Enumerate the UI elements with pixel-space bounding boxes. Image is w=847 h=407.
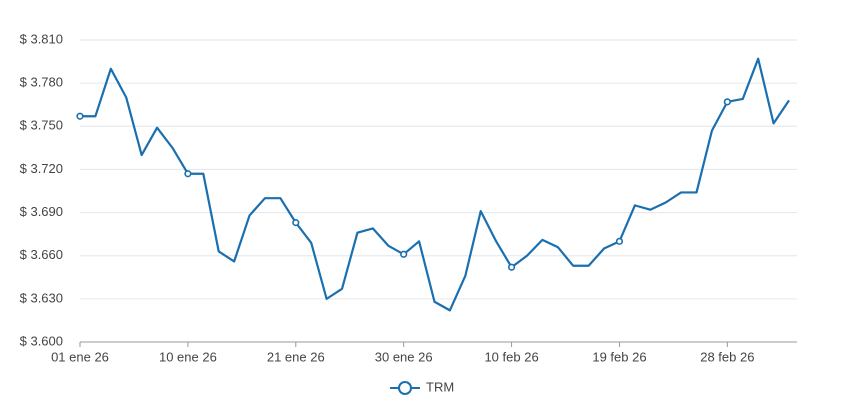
point-marker — [723, 98, 731, 106]
point-marker — [292, 219, 300, 227]
point-marker — [615, 237, 624, 245]
y-tick-label: $ 3.690 — [20, 204, 63, 219]
x-tick-label: 01 ene 26 — [51, 349, 109, 364]
y-tick-label: $ 3.630 — [20, 290, 63, 305]
series-line — [80, 57, 790, 312]
y-tick-label: $ 3.660 — [20, 247, 63, 262]
y-tick-label: $ 3.600 — [20, 333, 63, 348]
y-tick-label: $ 3.780 — [20, 75, 63, 90]
y-tick-label: $ 3.750 — [20, 118, 63, 133]
legend-item: TRM — [390, 379, 454, 395]
x-tick-label: 10 feb 26 — [484, 349, 538, 364]
point-marker — [76, 112, 84, 120]
legend-label: TRM — [426, 379, 454, 394]
x-tick-label: 30 ene 26 — [375, 349, 433, 364]
legend-marker — [398, 381, 412, 395]
x-tick-label: 28 feb 26 — [700, 349, 754, 364]
point-marker — [184, 170, 192, 178]
y-tick-label: $ 3.810 — [20, 31, 63, 46]
point-marker — [507, 263, 516, 271]
point-marker — [400, 250, 408, 258]
x-tick-label: 21 ene 26 — [267, 349, 325, 364]
x-tick-label: 19 feb 26 — [592, 349, 646, 364]
y-tick-label: $ 3.720 — [20, 161, 63, 176]
x-tick-label: 10 ene 26 — [159, 349, 217, 364]
